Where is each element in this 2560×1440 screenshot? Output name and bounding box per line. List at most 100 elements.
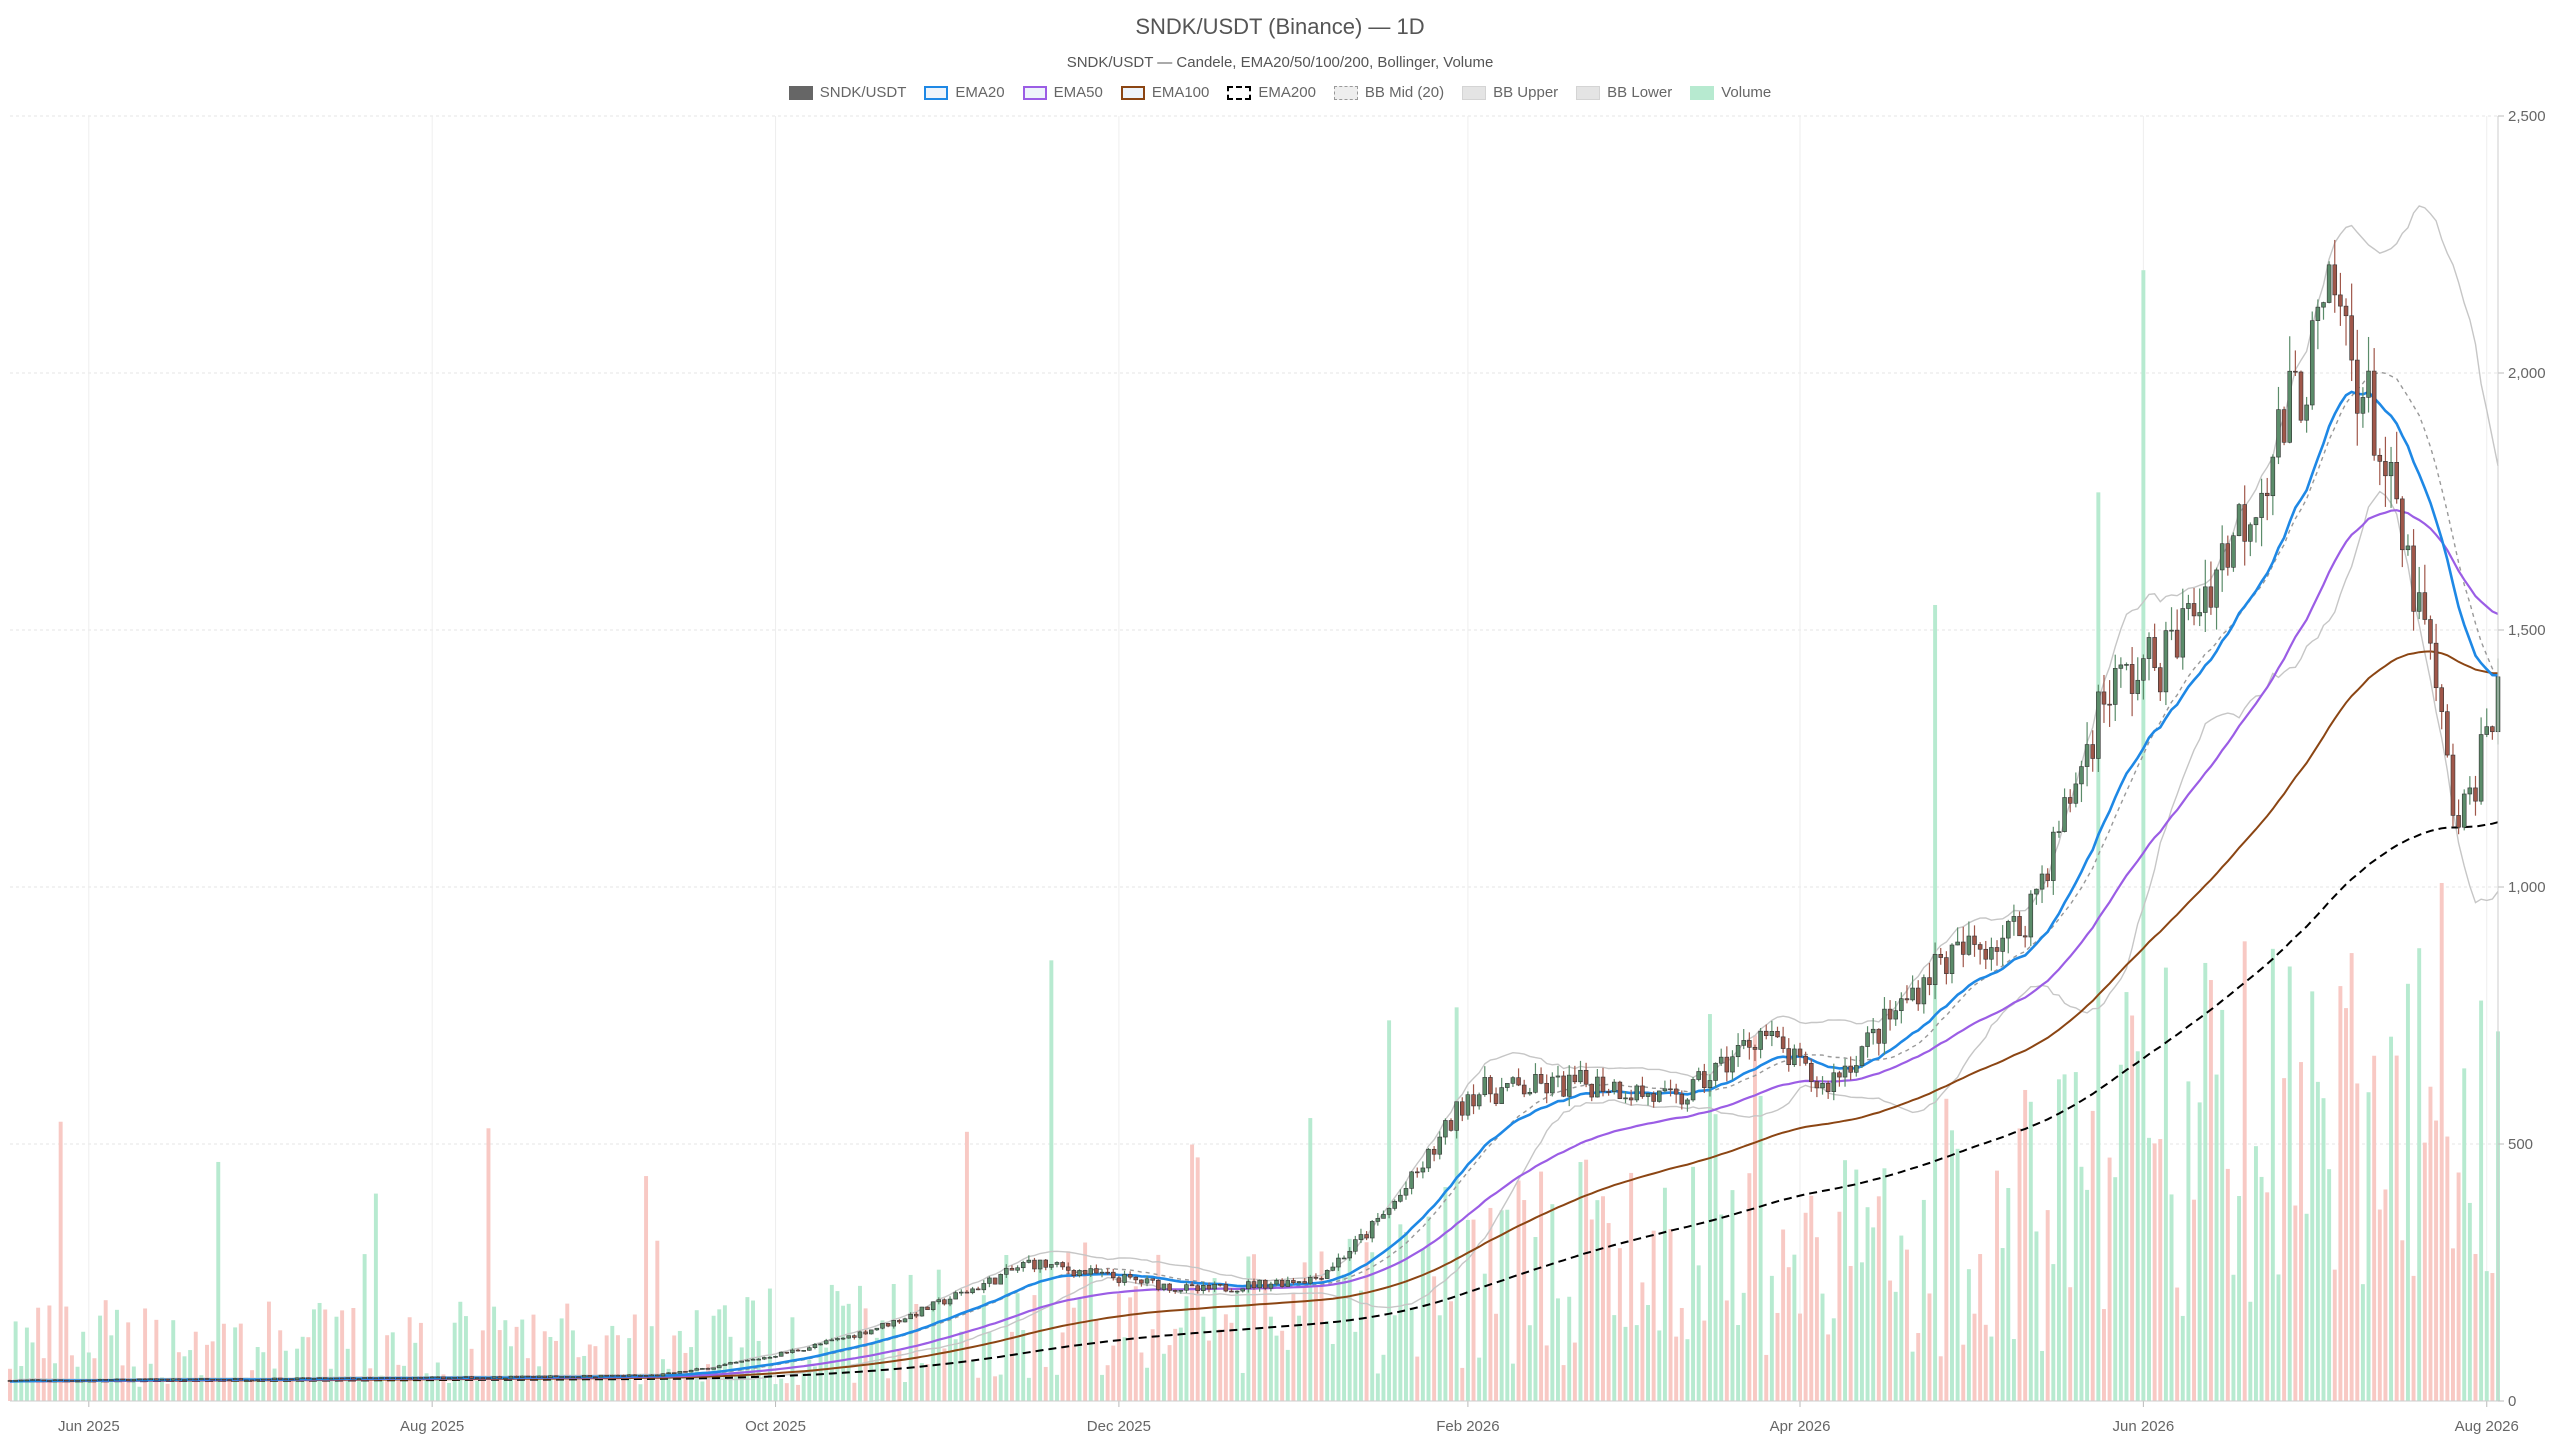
candle-body (1989, 947, 1994, 960)
volume-bar (131, 1366, 136, 1401)
volume-bar (717, 1309, 722, 1401)
volume-bar (1426, 1216, 1431, 1401)
legend-item[interactable]: EMA100 (1120, 84, 1209, 101)
candle-body (643, 1375, 649, 1377)
candle-body (1578, 1069, 1583, 1083)
legend-item[interactable]: SNDK/USDT (788, 84, 907, 101)
volume-bar (1995, 1170, 1999, 1401)
candle-body (1375, 1218, 1381, 1222)
volume-bar (402, 1365, 406, 1401)
volume-bar (1719, 1214, 1724, 1401)
candle-body (1977, 944, 1983, 950)
volume-bar (289, 1378, 294, 1401)
volume-bar (998, 1374, 1003, 1401)
candle-body (109, 1379, 114, 1381)
candle-body (1099, 1271, 1105, 1274)
volume-bar (706, 1364, 710, 1401)
volume-bar (1555, 1298, 1560, 1401)
volume-bar (790, 1317, 795, 1401)
candle-body (1882, 1008, 1887, 1044)
ema200-line (10, 821, 2499, 1383)
volume-bar (1516, 1180, 1521, 1401)
volume-bar (1297, 1315, 1301, 1401)
volume-bar (1533, 1236, 1538, 1401)
candle-body (1460, 1101, 1465, 1116)
candle-body (2203, 586, 2208, 613)
legend-label: EMA50 (1053, 84, 1103, 101)
candle-body (2152, 637, 2157, 668)
candle-body (1251, 1281, 1257, 1289)
candle-body (446, 1377, 452, 1380)
volume-bar (1404, 1231, 1408, 1401)
legend-item[interactable]: BB Lower (1576, 84, 1672, 101)
candle-body (2461, 793, 2467, 828)
candle-body (1780, 1036, 1786, 1049)
candle-body (778, 1351, 784, 1357)
legend-item[interactable]: EMA20 (924, 84, 1005, 101)
volume-bar (176, 1352, 181, 1401)
legend-label: SNDK/USDT (819, 84, 907, 101)
y-tick-label: 1,000 (2508, 879, 2546, 896)
candle-body (1673, 1088, 1679, 1095)
legend-swatch (924, 85, 949, 100)
candle-body (2388, 462, 2394, 477)
volume-bar (120, 1365, 125, 1401)
candle-body (897, 1320, 902, 1323)
volume-bar (2349, 953, 2354, 1401)
volume-bar (98, 1315, 103, 1401)
volume-bar (1313, 1286, 1318, 1401)
volume-bar (2096, 492, 2101, 1401)
volume-bar (1758, 1095, 1763, 1401)
volume-bar (846, 1303, 851, 1401)
volume-bar (503, 1320, 508, 1401)
candle-body (125, 1378, 131, 1382)
volume-bar (137, 1386, 142, 1401)
volume-bar (537, 1366, 542, 1401)
volume-bar (345, 1348, 350, 1401)
legend-item[interactable]: BB Mid (20) (1333, 84, 1444, 101)
volume-bar (1989, 1336, 1994, 1401)
volume-bar (1161, 1353, 1166, 1401)
volume-bar (1240, 1372, 1245, 1401)
volume-bar (593, 1346, 598, 1401)
volume-bar (2192, 1199, 2197, 1401)
volume-bar (1499, 1210, 1504, 1401)
candle-body (2276, 409, 2281, 458)
volume-bar (1724, 1300, 1729, 1401)
volume-bar (1567, 1296, 1572, 1401)
candle-body (790, 1349, 795, 1353)
volume-bar (722, 1305, 727, 1401)
candle-body (1521, 1084, 1527, 1095)
volume-bar (2462, 1068, 2467, 1401)
volume-bar (1978, 1254, 1983, 1401)
volume-bar (2130, 1015, 2135, 1401)
legend-item[interactable]: Volume (1690, 84, 1771, 101)
legend-item[interactable]: BB Upper (1462, 84, 1558, 101)
volume-bar (2085, 1189, 2090, 1401)
volume-bar (903, 1382, 907, 1401)
candle-body (531, 1376, 536, 1378)
volume-bar (362, 1254, 367, 1401)
candle-body (1009, 1267, 1015, 1271)
candle-body (2112, 668, 2118, 705)
volume-bar (148, 1363, 153, 1401)
candle-body (1887, 1008, 1893, 1020)
legend-item[interactable]: EMA50 (1022, 84, 1103, 101)
candle-body (1938, 953, 1943, 958)
volume-bar (1572, 1342, 1577, 1401)
volume-bar (2102, 1309, 2106, 1401)
candle-body (1324, 1270, 1330, 1279)
volume-bar (295, 1348, 300, 1401)
volume-bar (852, 1382, 857, 1401)
volume-bar (1218, 1329, 1223, 1401)
candle-body (2383, 461, 2388, 477)
candle-body (356, 1378, 362, 1380)
volume-bar (396, 1364, 401, 1401)
volume-bar (1032, 1295, 1037, 1401)
volume-bar (1820, 1293, 1825, 1401)
volume-bar (2006, 1188, 2011, 1401)
legend-item[interactable]: EMA200 (1227, 84, 1316, 101)
volume-bar (463, 1316, 468, 1401)
volume-bar (103, 1300, 108, 1401)
volume-bar (418, 1322, 423, 1401)
